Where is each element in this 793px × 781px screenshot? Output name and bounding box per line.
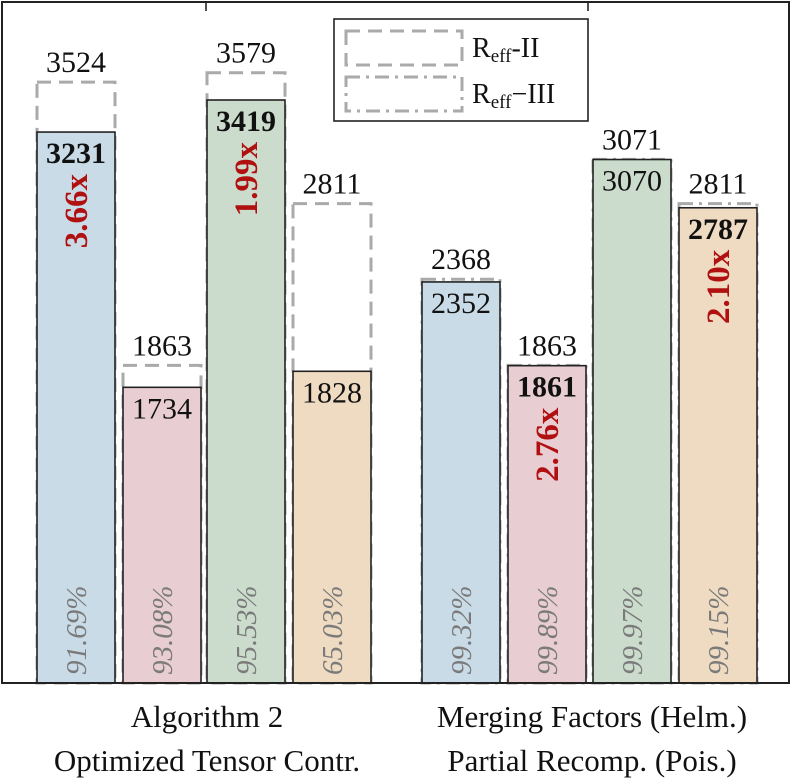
percent-label: 99.32% xyxy=(446,586,478,675)
bar-group-0: 3524 3231 3.66x 91.69% xyxy=(35,46,117,685)
plot-frame xyxy=(1,1,790,684)
legend-label-main: R xyxy=(472,33,491,64)
bar-group-6: 3071 3070 99.97% xyxy=(591,123,673,685)
bar-value-label: 1828 xyxy=(302,376,362,409)
envelope-value-label: 2811 xyxy=(303,168,362,201)
percent-label: 91.69% xyxy=(61,586,93,675)
bar-value-label: 2787 xyxy=(688,213,748,246)
percent-label: 99.97% xyxy=(617,586,649,675)
bars-layer: 3524 3231 3.66x 91.69% 1863 1734 93.08% 3579 341… xyxy=(35,37,759,685)
axes-box xyxy=(1,1,790,684)
bar-value-label: 2352 xyxy=(431,287,491,320)
speedup-label: 2.10x xyxy=(701,249,737,324)
bar-value-label: 3231 xyxy=(46,137,106,170)
bar-group-1: 1863 1734 93.08% xyxy=(121,329,203,685)
bar-value-label: 1861 xyxy=(517,371,577,404)
bar xyxy=(678,206,758,684)
bar-value-label: 3070 xyxy=(602,165,662,198)
legend-label: Reff−III xyxy=(472,79,555,113)
bar xyxy=(122,386,202,684)
bar xyxy=(592,158,672,684)
bar-group-3: 2811 1828 65.03% xyxy=(291,168,373,685)
percent-label: 99.89% xyxy=(532,586,564,675)
bar xyxy=(292,370,372,684)
envelope-value-label: 3071 xyxy=(602,123,662,156)
bar-group-2: 3579 3419 1.99x 95.53% xyxy=(205,37,287,685)
envelope-value-label: 3524 xyxy=(46,46,106,79)
envelope-value-label: 1863 xyxy=(132,329,192,362)
bar xyxy=(507,364,587,684)
bar-value-label: 3419 xyxy=(216,105,276,138)
legend-label-main: R xyxy=(472,79,491,110)
envelope-value-label: 2368 xyxy=(431,243,491,276)
bar xyxy=(206,99,286,684)
category-label: Merging Factors (Helm.) xyxy=(437,699,747,734)
envelope-value-label: 1863 xyxy=(517,329,577,362)
percent-label: 99.15% xyxy=(703,586,735,675)
legend-swatch xyxy=(344,29,464,67)
legend-swatch xyxy=(344,75,464,113)
legend-label-suffix: -II xyxy=(511,33,539,64)
percent-label: 95.53% xyxy=(231,586,263,675)
category-labels: Algorithm 2 Optimized Tensor Contr. Mergin… xyxy=(54,699,747,778)
bar-value-label: 1734 xyxy=(132,392,192,425)
bar-group-4: 2368 2352 99.32% xyxy=(420,243,502,685)
legend-label-sub: eff xyxy=(491,92,512,113)
speedup-label: 1.99x xyxy=(229,142,265,217)
percent-label: 65.03% xyxy=(317,586,349,675)
speedup-label: 3.66x xyxy=(59,174,95,249)
speedup-label: 2.76x xyxy=(530,407,566,482)
percent-label: 93.08% xyxy=(147,586,179,675)
legend-label: Reff-II xyxy=(472,33,539,67)
legend-label-sub: eff xyxy=(491,46,512,67)
category-label: Algorithm 2 xyxy=(131,699,283,734)
category-label: Partial Recomp. (Pois.) xyxy=(447,743,736,778)
envelope-value-label: 2811 xyxy=(689,168,748,201)
envelope-value-label: 3579 xyxy=(216,37,276,70)
legend-label-suffix: −III xyxy=(511,79,555,110)
category-label: Optimized Tensor Contr. xyxy=(54,743,360,778)
